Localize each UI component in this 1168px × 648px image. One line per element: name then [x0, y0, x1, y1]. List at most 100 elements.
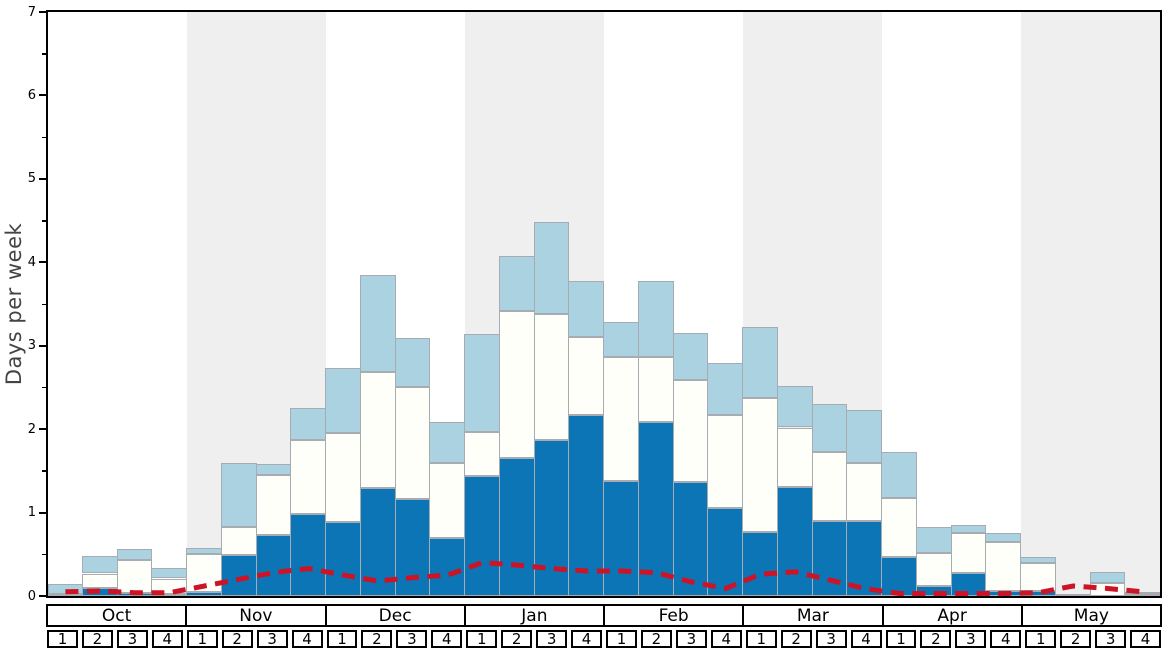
light-blue-days-segment: [985, 532, 1021, 542]
month-label-nov: Nov: [185, 604, 327, 627]
white-days-segment: [290, 440, 326, 515]
week-label: 2: [81, 630, 113, 648]
light-blue-days-segment: [464, 334, 500, 432]
week-label: 2: [780, 630, 812, 648]
week-label: 2: [501, 630, 533, 648]
week-label: 4: [850, 630, 882, 648]
month-label-dec: Dec: [324, 604, 466, 627]
white-days-segment: [672, 379, 709, 482]
y-tick-label: 2: [27, 421, 36, 437]
plot-area: [46, 10, 1162, 598]
month-label-feb: Feb: [603, 604, 745, 627]
y-minor-tick: [42, 553, 46, 556]
week-label: 1: [606, 630, 637, 648]
week-label: 1: [885, 630, 917, 648]
week-label: 1: [1025, 630, 1057, 648]
white-days-segment: [881, 497, 917, 557]
white-days-segment: [915, 553, 952, 586]
month-band-may: [1021, 12, 1160, 596]
y-minor-tick: [42, 136, 46, 139]
dark-blue-days-segment: [811, 520, 848, 596]
light-blue-days-segment: [568, 280, 604, 338]
week-label: 3: [396, 630, 428, 648]
light-blue-days-segment: [498, 256, 535, 311]
y-tick-label: 6: [27, 87, 36, 103]
week-label: 4: [571, 630, 602, 648]
y-minor-tick: [42, 220, 46, 222]
light-blue-days-segment: [1089, 571, 1126, 583]
red-dashed-line: [65, 560, 1143, 596]
dark-blue-days-segment: [672, 481, 709, 596]
light-blue-days-segment: [776, 385, 813, 428]
light-blue-days-segment: [1020, 556, 1056, 563]
month-label-oct: Oct: [46, 604, 188, 627]
y-minor-tick: [42, 53, 46, 55]
white-days-segment: [1020, 562, 1056, 591]
white-days-segment: [255, 475, 292, 536]
week-label: 1: [466, 630, 498, 648]
y-major-tick: [39, 344, 46, 347]
y-major-tick: [39, 261, 46, 264]
y-major-tick: [39, 177, 46, 180]
light-blue-days-segment: [672, 333, 709, 380]
month-label-jan: Jan: [463, 604, 605, 627]
white-days-segment: [950, 532, 987, 574]
white-days-segment: [116, 560, 153, 593]
week-label: 1: [326, 630, 358, 648]
light-blue-days-segment: [325, 368, 361, 434]
dark-blue-days-segment: [776, 486, 813, 596]
week-label: 4: [1130, 630, 1161, 648]
month-label-mar: Mar: [742, 604, 884, 627]
light-blue-days-segment: [846, 409, 882, 463]
white-days-segment: [1124, 591, 1160, 595]
light-blue-days-segment: [742, 326, 778, 399]
y-tick-label: 1: [27, 505, 36, 521]
y-tick-label: 0: [27, 588, 36, 604]
light-blue-days-segment: [603, 322, 639, 357]
y-tick-label: 4: [27, 254, 36, 270]
dark-blue-days-segment: [325, 521, 361, 596]
white-days-segment: [985, 541, 1021, 591]
y-minor-tick: [42, 470, 46, 472]
light-blue-days-segment: [811, 404, 848, 452]
week-label: 3: [955, 630, 987, 648]
white-days-segment: [220, 526, 257, 556]
week-label: 4: [710, 630, 742, 648]
light-blue-days-segment: [707, 363, 743, 415]
white-days-segment: [707, 414, 743, 509]
white-days-segment: [846, 462, 882, 521]
week-label: 1: [47, 630, 78, 648]
week-label: 2: [1060, 630, 1092, 648]
y-minor-tick: [42, 386, 46, 389]
week-label: 2: [361, 630, 393, 648]
week-label: 2: [221, 630, 253, 648]
y-tick-label: 7: [27, 4, 36, 20]
week-label: 4: [291, 630, 323, 648]
dark-blue-days-segment: [429, 538, 465, 596]
week-label: 2: [640, 630, 672, 648]
dark-blue-days-segment: [1124, 594, 1160, 596]
light-blue-days-segment: [394, 338, 431, 388]
week-label: 2: [920, 630, 952, 648]
y-tick-label: 5: [27, 171, 36, 187]
y-axis-title: Days per week: [2, 222, 26, 386]
dark-blue-days-segment: [707, 508, 743, 596]
dark-blue-days-segment: [603, 480, 639, 596]
week-label: 3: [1095, 630, 1127, 648]
week-label: 1: [186, 630, 218, 648]
white-days-segment: [742, 398, 778, 532]
week-label: 4: [431, 630, 463, 648]
light-blue-days-segment: [950, 525, 987, 533]
light-blue-days-segment: [533, 222, 570, 315]
week-label: 3: [116, 630, 148, 648]
week-label: 3: [536, 630, 568, 648]
light-blue-days-segment: [429, 422, 465, 463]
week-label: 3: [815, 630, 847, 648]
y-minor-tick: [42, 303, 46, 305]
week-label: 3: [675, 630, 707, 648]
month-axis-row: Oct Nov Dec Jan Feb Mar Apr May: [46, 604, 1162, 627]
bars-layer: [48, 12, 1160, 596]
light-blue-days-segment: [116, 549, 153, 561]
